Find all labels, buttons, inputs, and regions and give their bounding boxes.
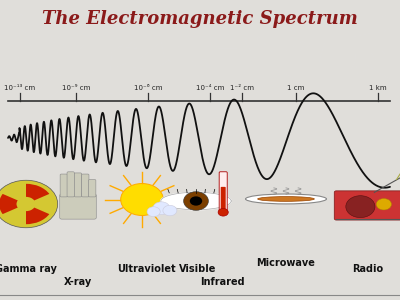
FancyBboxPatch shape bbox=[334, 191, 400, 220]
Circle shape bbox=[121, 184, 163, 215]
Circle shape bbox=[190, 196, 202, 206]
Circle shape bbox=[163, 205, 177, 216]
Circle shape bbox=[346, 196, 375, 217]
Text: The Electromagnetic Spectrum: The Electromagnetic Spectrum bbox=[42, 11, 358, 28]
Text: Microwave: Microwave bbox=[256, 257, 316, 268]
FancyBboxPatch shape bbox=[60, 174, 68, 197]
Wedge shape bbox=[26, 184, 49, 200]
Text: X-ray: X-ray bbox=[64, 277, 92, 287]
Circle shape bbox=[376, 199, 392, 210]
Ellipse shape bbox=[246, 194, 326, 204]
Text: 10⁻⁹ cm: 10⁻⁹ cm bbox=[62, 85, 90, 91]
Text: Gamma ray: Gamma ray bbox=[0, 263, 57, 274]
Wedge shape bbox=[26, 208, 49, 224]
Text: Ultraviolet: Ultraviolet bbox=[117, 263, 175, 274]
FancyBboxPatch shape bbox=[82, 174, 89, 197]
Circle shape bbox=[0, 180, 58, 228]
Text: 10⁻¹³ cm: 10⁻¹³ cm bbox=[4, 85, 36, 91]
Text: Radio: Radio bbox=[352, 263, 384, 274]
Text: Visible: Visible bbox=[179, 263, 217, 274]
Circle shape bbox=[20, 200, 32, 208]
Polygon shape bbox=[161, 192, 231, 210]
FancyBboxPatch shape bbox=[221, 187, 226, 212]
Text: 1 km: 1 km bbox=[369, 85, 387, 91]
Text: Infrared: Infrared bbox=[200, 277, 244, 287]
FancyBboxPatch shape bbox=[60, 194, 96, 219]
Text: 10⁻⁴ cm: 10⁻⁴ cm bbox=[196, 85, 224, 91]
Circle shape bbox=[153, 202, 170, 214]
Text: 1 cm: 1 cm bbox=[287, 85, 305, 91]
Circle shape bbox=[184, 192, 208, 210]
Circle shape bbox=[218, 208, 228, 216]
Circle shape bbox=[147, 207, 160, 217]
FancyBboxPatch shape bbox=[74, 173, 82, 197]
FancyBboxPatch shape bbox=[88, 180, 96, 197]
Wedge shape bbox=[0, 194, 18, 214]
Text: 1⁻² cm: 1⁻² cm bbox=[230, 85, 254, 91]
Text: 10⁻⁶ cm: 10⁻⁶ cm bbox=[134, 85, 162, 91]
Ellipse shape bbox=[258, 196, 314, 201]
FancyBboxPatch shape bbox=[67, 172, 74, 197]
FancyBboxPatch shape bbox=[219, 172, 227, 213]
